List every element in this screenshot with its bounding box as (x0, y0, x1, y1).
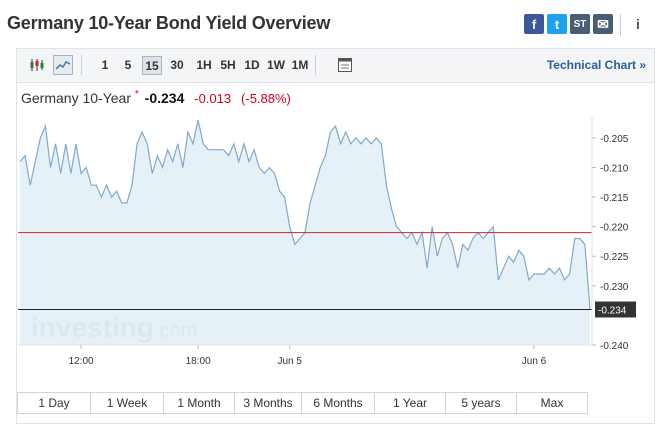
timeframe-5h[interactable]: 5H (220, 58, 236, 72)
instrument-name: Germany 10-Year (21, 90, 131, 106)
x-tick-label: 18:00 (186, 356, 211, 367)
current-price-label: -0.234 (598, 305, 627, 316)
price-change: -0.013 (194, 91, 232, 106)
timeframe-1[interactable]: 1 (101, 58, 109, 72)
timeframe-1d[interactable]: 1D (244, 58, 260, 72)
range-1-month[interactable]: 1 Month (163, 392, 235, 414)
share-divider (620, 14, 621, 36)
timeframe-15[interactable]: 15 (142, 56, 162, 75)
timeframe-1m[interactable]: 1M (291, 58, 309, 72)
y-tick-label: -0.210 (600, 163, 629, 174)
chart-toolbar: 1 5 15 30 1H 5H 1D 1W 1M Technical Chart » (17, 49, 654, 83)
page-title: Germany 10-Year Bond Yield Overview (7, 13, 331, 33)
toolbar-divider (315, 55, 316, 75)
facebook-icon[interactable]: f (524, 14, 544, 34)
price-chart[interactable]: investing.com-0.205-0.210-0.215-0.220-0.… (17, 49, 654, 389)
y-tick-label: -0.240 (600, 341, 629, 352)
x-tick-label: Jun 6 (522, 356, 547, 367)
y-tick-label: -0.205 (600, 134, 629, 145)
timeframe-1w[interactable]: 1W (267, 58, 285, 72)
technical-chart-link[interactable]: Technical Chart » (546, 58, 646, 72)
info-icon[interactable]: i (628, 14, 648, 34)
series-area (20, 120, 590, 345)
range-5-years[interactable]: 5 years (445, 392, 517, 414)
y-tick-label: -0.220 (600, 223, 629, 234)
toolbar-divider (81, 55, 82, 75)
y-tick-label: -0.230 (600, 282, 629, 293)
twitter-icon[interactable]: t (547, 14, 567, 34)
timeframe-5[interactable]: 5 (124, 58, 132, 72)
last-price: -0.234 (144, 90, 185, 106)
x-tick-label: Jun 5 (277, 356, 302, 367)
stocktwits-icon[interactable]: ST (570, 14, 590, 34)
range-3-months[interactable]: 3 Months (234, 392, 302, 414)
settings-panel-icon[interactable] (335, 55, 355, 75)
range-1-day[interactable]: 1 Day (17, 392, 91, 414)
timeframe-30[interactable]: 30 (170, 58, 184, 72)
email-icon[interactable]: ✉ (593, 14, 613, 34)
candlestick-icon[interactable] (27, 55, 47, 75)
range-1-week[interactable]: 1 Week (90, 392, 164, 414)
timeframe-1h[interactable]: 1H (196, 58, 212, 72)
price-change-percent: (-5.88%) (241, 91, 291, 106)
area-chart-icon[interactable] (53, 55, 73, 75)
delay-marker: * (134, 89, 139, 100)
x-tick-label: 12:00 (69, 356, 94, 367)
current-price-badge (595, 301, 636, 318)
page-header: Germany 10-Year Bond Yield Overview f t … (0, 0, 668, 46)
y-tick-label: -0.225 (600, 252, 629, 263)
range-selector: 1 Day 1 Week 1 Month 3 Months 6 Months 1 Year… (17, 392, 588, 414)
range-max[interactable]: Max (516, 392, 588, 414)
y-tick-label: -0.215 (600, 193, 629, 204)
range-1-year[interactable]: 1 Year (374, 392, 446, 414)
share-bar: f t ST ✉ i (524, 14, 648, 36)
quote-line: Germany 10-Year * -0.234 -0.013 (-5.88%) (21, 89, 291, 106)
chart-container: 1 5 15 30 1H 5H 1D 1W 1M Technical Chart » Germa… (16, 48, 655, 424)
range-6-months[interactable]: 6 Months (301, 392, 375, 414)
